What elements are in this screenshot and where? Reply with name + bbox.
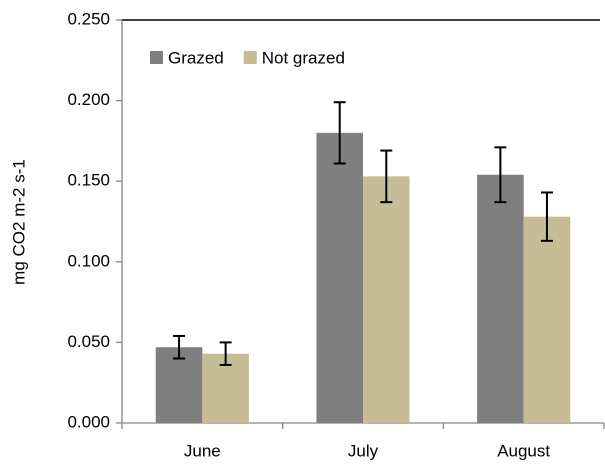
- legend-label: Grazed: [168, 48, 224, 67]
- bar: [477, 174, 524, 423]
- y-tick-label: 0.150: [67, 171, 110, 190]
- legend-swatch: [243, 51, 257, 64]
- x-tick-label: June: [184, 441, 221, 460]
- legend-swatch: [150, 51, 163, 64]
- error-bar: [540, 191, 553, 242]
- bar: [316, 132, 363, 423]
- y-tick-label: 0.000: [67, 412, 110, 431]
- y-tick-label: 0.050: [67, 332, 110, 351]
- y-tick-label: 0.200: [67, 90, 110, 109]
- error-bar: [494, 146, 507, 204]
- x-tick-label: July: [348, 441, 379, 460]
- error-bar: [380, 149, 393, 204]
- bar: [523, 216, 571, 423]
- legend-label: Not grazed: [262, 48, 345, 67]
- x-tick-label: August: [497, 441, 550, 460]
- error-bar: [333, 101, 346, 165]
- error-bar: [219, 341, 232, 366]
- y-tick-label: 0.250: [67, 9, 110, 28]
- error-bar: [173, 334, 186, 360]
- y-tick-label: 0.100: [67, 251, 110, 270]
- y-axis-label: mg CO2 m-2 s-1: [9, 159, 28, 285]
- bar: [363, 176, 410, 423]
- bar: [155, 347, 203, 423]
